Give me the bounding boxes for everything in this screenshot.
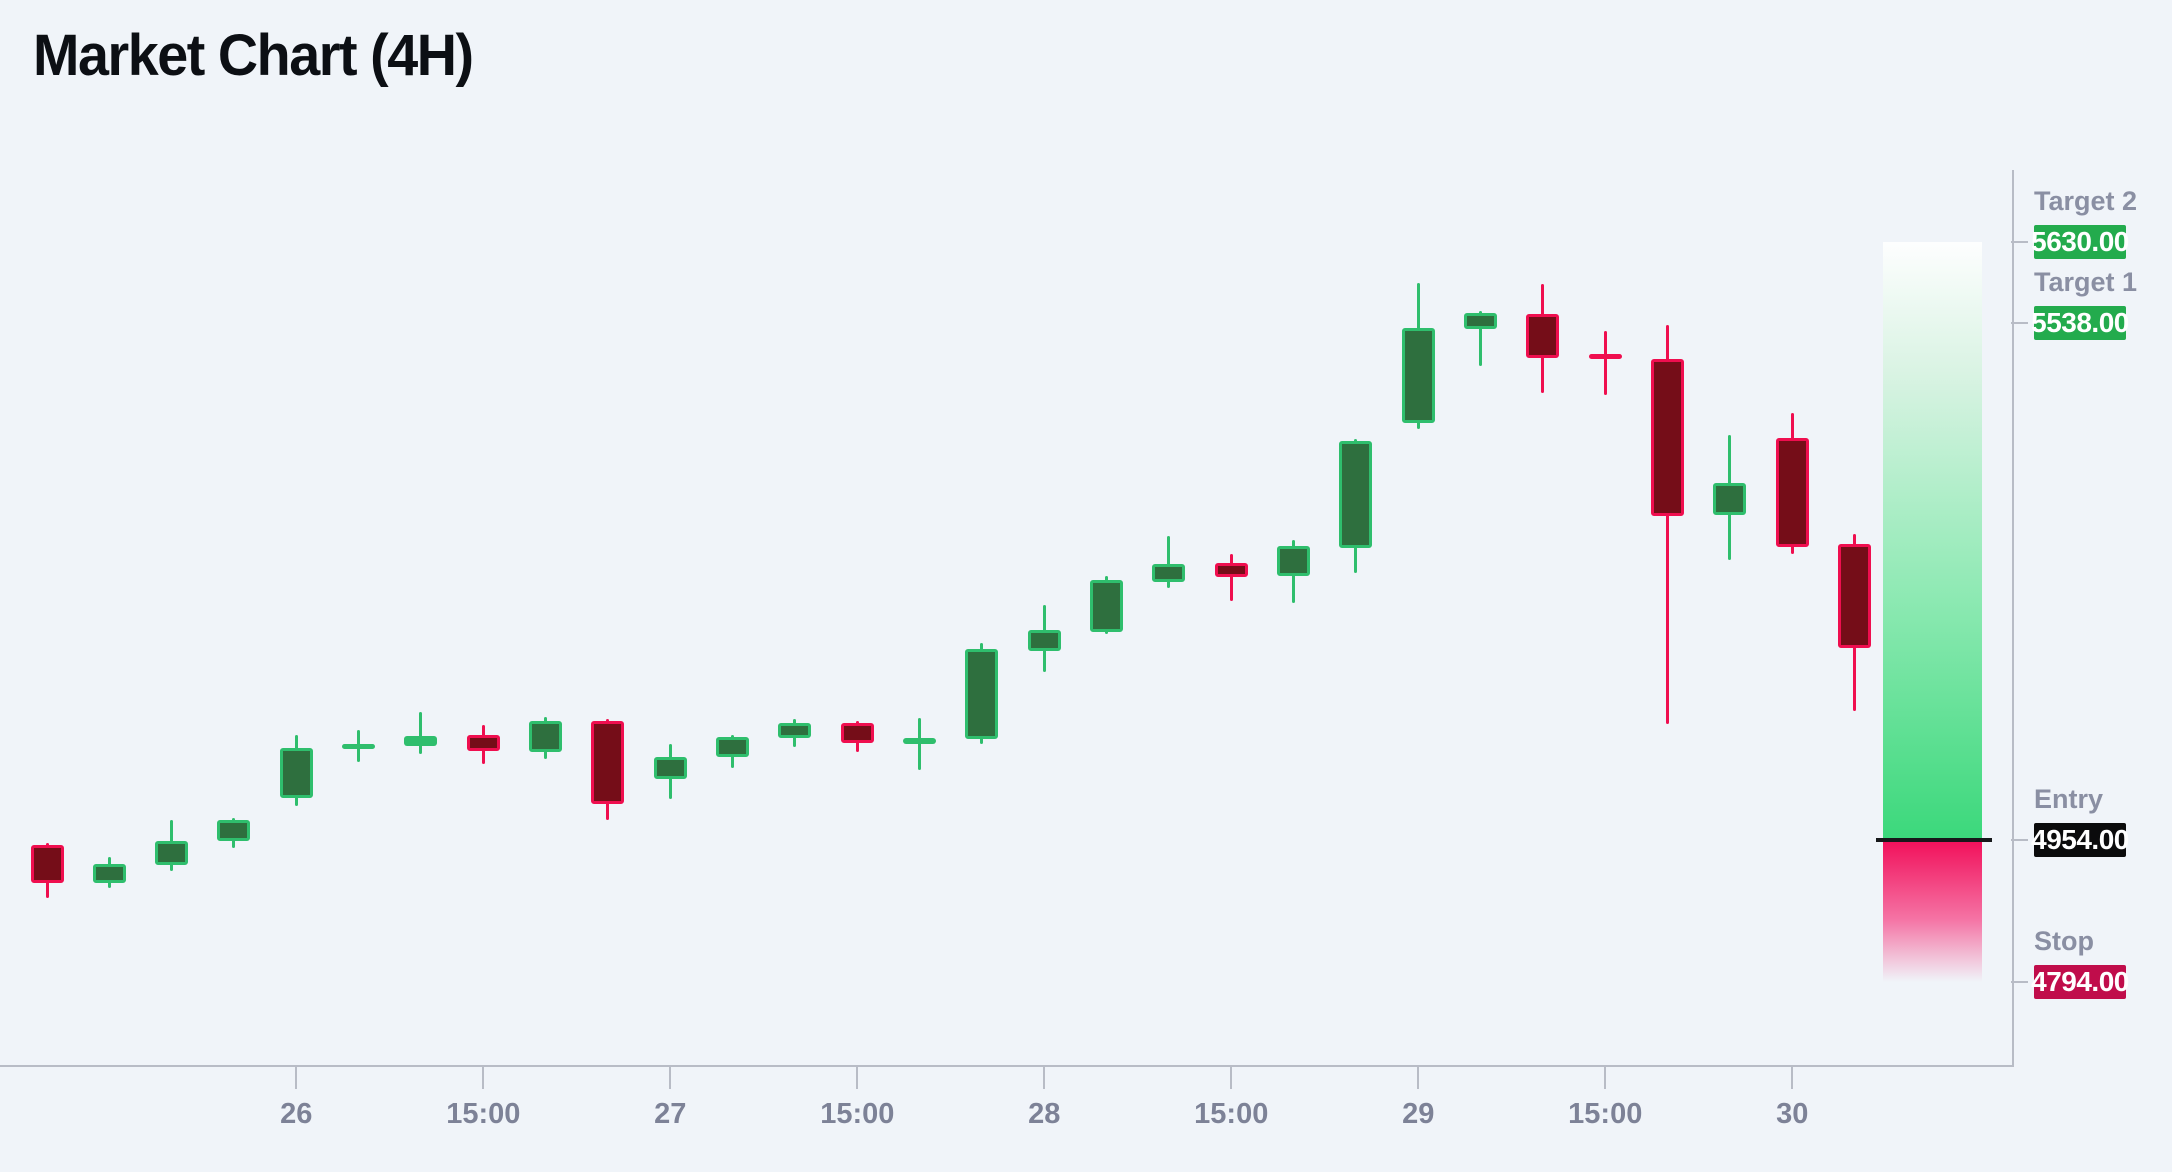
stop-price-badge: 4794.00 [2031, 964, 2129, 999]
loss-zone [1883, 842, 1982, 982]
time-axis-label: 27 [654, 1098, 687, 1130]
bullish-candle-body [1152, 563, 1186, 582]
target-1-tick [2011, 322, 2028, 325]
bearish-candle-wick [1603, 331, 1607, 395]
bearish-candle-body [1588, 354, 1622, 360]
bullish-candle-wick [1479, 310, 1483, 366]
bullish-candle-body [653, 756, 687, 779]
entry-label: Entry [2034, 784, 2104, 814]
bearish-candle-body [466, 734, 500, 751]
bearish-candle-body [1838, 544, 1872, 648]
time-axis-tick [1791, 1067, 1794, 1089]
time-axis-label: 29 [1402, 1098, 1435, 1130]
time-axis-tick [295, 1067, 298, 1089]
bearish-candle-wick [1666, 324, 1670, 725]
bullish-candle-body [155, 840, 189, 865]
bullish-candle-wick [419, 711, 423, 755]
time-axis-label: 15:00 [446, 1098, 521, 1130]
bullish-candle-body [1027, 630, 1061, 651]
time-axis-label: 26 [280, 1098, 313, 1130]
bearish-candle-body [840, 723, 874, 743]
bullish-candle-body [1090, 579, 1124, 633]
time-axis-label: 15:00 [1194, 1098, 1269, 1130]
bearish-candle-body [30, 845, 64, 884]
bullish-candle-body [965, 648, 999, 740]
time-axis-label: 28 [1028, 1098, 1061, 1130]
target-1-label: Target 1 [2034, 267, 2138, 298]
bearish-candle-body [1651, 359, 1685, 517]
time-axis-tick [856, 1067, 859, 1089]
bearish-candle-body [1775, 438, 1809, 548]
entry-tick [2011, 839, 2028, 841]
time-axis-label: 30 [1776, 1098, 1809, 1130]
bullish-candle-body [1401, 327, 1435, 424]
bearish-candle-body [1214, 563, 1248, 578]
stop-tick [2011, 980, 2028, 983]
time-axis-tick [482, 1067, 485, 1089]
bullish-candle-body [1277, 546, 1311, 577]
target-2-tick [2011, 240, 2028, 243]
entry-price-badge: 4954.00 [2031, 823, 2129, 857]
bullish-candle-body [279, 747, 313, 799]
bullish-candle-body [92, 863, 126, 884]
time-axis-tick [669, 1067, 672, 1089]
bullish-candle-body [903, 738, 937, 744]
profit-zone [1883, 241, 1982, 840]
time-axis-tick [1230, 1067, 1233, 1089]
bullish-candle-body [716, 737, 750, 757]
bearish-candle-body [591, 721, 625, 804]
target-2-label: Target 2 [2034, 185, 2138, 216]
bullish-candle-body [342, 744, 376, 750]
bullish-candle-body [529, 721, 563, 753]
bullish-candle-wick [918, 717, 922, 771]
bearish-candle-wick [1229, 554, 1233, 602]
target-1-price-badge: 5538.00 [2031, 306, 2129, 341]
bearish-candle-body [1526, 314, 1560, 358]
target-2-price-badge: 5630.00 [2031, 224, 2129, 259]
bullish-candle-body [778, 723, 812, 739]
chart-title: Market Chart (4H) [33, 23, 474, 88]
bullish-candle-body [1713, 483, 1747, 516]
bullish-candle-body [217, 819, 251, 841]
time-axis-tick [1043, 1067, 1046, 1089]
stop-label: Stop [2034, 925, 2094, 956]
bullish-candle-body [1464, 313, 1498, 330]
time-axis-label: 15:00 [1568, 1098, 1643, 1130]
time-axis-line [0, 1065, 2014, 1067]
time-axis-label: 15:00 [820, 1098, 895, 1130]
bullish-candle-body [1339, 440, 1373, 548]
entry-price-line [1876, 838, 1992, 842]
price-axis-line [2012, 170, 2014, 1067]
bullish-candle-body [404, 735, 438, 747]
time-axis-tick [1604, 1067, 1607, 1089]
time-axis-tick [1417, 1067, 1420, 1089]
bullish-candle-wick [1167, 535, 1171, 588]
